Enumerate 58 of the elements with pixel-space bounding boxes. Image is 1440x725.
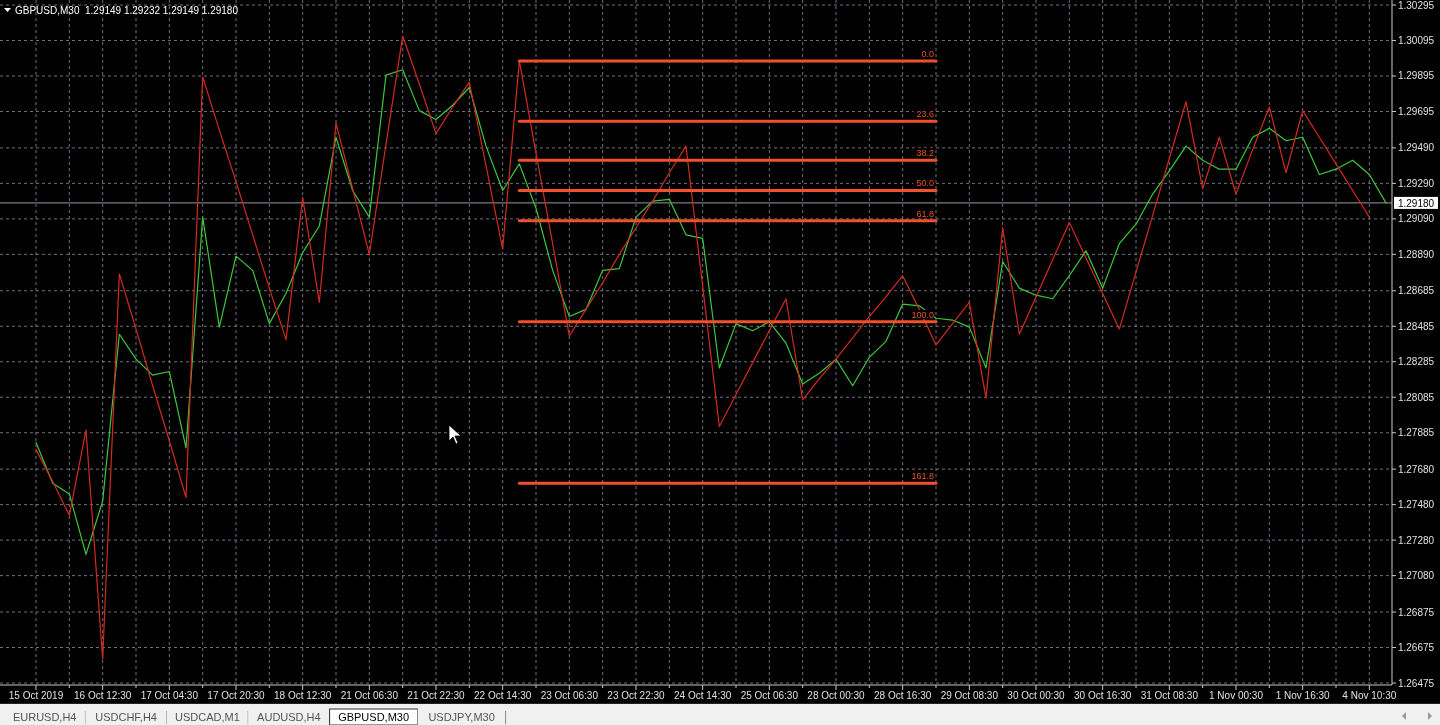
line-series	[35, 69, 1387, 555]
x-tick-label: 24 Oct 14:30	[674, 690, 732, 701]
chart-title: GBPUSD,M30 1.29149 1.29232 1.29149 1.29180	[15, 5, 239, 16]
y-tick-label: 1.27885	[1397, 427, 1435, 439]
text: USDCAD,M1	[175, 711, 240, 723]
series-label: 38.2	[916, 148, 934, 159]
text: GBPUSD,M30	[338, 711, 410, 723]
y-tick-label: 1.28085	[1397, 391, 1435, 403]
x-tick-label: 28 Oct 00:30	[807, 690, 866, 701]
text: AUDUSD,H4	[257, 711, 321, 723]
line-series	[35, 35, 1370, 660]
y-tick-label: 1.30295	[1397, 0, 1435, 11]
y-tick-label: 1.27480	[1397, 499, 1435, 511]
x-tick-label: 17 Oct 20:30	[207, 690, 266, 701]
series-label: 23.6	[916, 109, 934, 120]
x-tick-label: 1 Nov 00:30	[1209, 690, 1264, 701]
y-tick-label: 1.29090	[1397, 213, 1435, 225]
x-tick-label: 4 Nov 10:30	[1342, 690, 1397, 701]
series-label: 0.0	[921, 48, 934, 59]
x-tick-label: 21 Oct 06:30	[340, 690, 399, 701]
y-tick-label: 1.29695	[1397, 105, 1435, 117]
series-label: 61.8	[916, 208, 934, 219]
y-tick-label: 1.26475	[1397, 677, 1435, 689]
x-tick-label: 17 Oct 04:30	[140, 690, 199, 701]
text: USDCHF,H4	[95, 711, 157, 723]
y-tick-label: 1.27080	[1397, 570, 1435, 582]
x-tick-label: 29 Oct 08:30	[940, 690, 999, 701]
x-tick-label: 18 Oct 12:30	[274, 690, 332, 701]
x-tick-label: 30 Oct 00:30	[1007, 690, 1066, 701]
y-tick-label: 1.27680	[1397, 463, 1435, 475]
x-tick-label: 25 Oct 06:30	[740, 690, 799, 701]
y-tick-label: 1.27280	[1397, 534, 1435, 546]
x-tick-label: 23 Oct 06:30	[540, 690, 599, 701]
series-label: 161.8	[911, 471, 934, 482]
x-tick-label: 28 Oct 16:30	[874, 690, 932, 701]
ref-line-label: 1.29180	[1397, 197, 1435, 209]
x-tick-label: 31 Oct 08:30	[1140, 690, 1199, 701]
y-tick-label: 1.28485	[1397, 320, 1435, 332]
y-tick-label: 1.26875	[1397, 606, 1435, 618]
x-tick-label: 16 Oct 12:30	[74, 690, 132, 701]
x-tick-label: 1 Nov 16:30	[1275, 690, 1331, 701]
series-label: 100.0	[911, 309, 934, 320]
x-tick-label: 22 Oct 14:30	[474, 690, 532, 701]
y-tick-label: 1.28890	[1397, 248, 1435, 260]
x-tick-label: 21 Oct 22:30	[407, 690, 466, 701]
x-tick-label: 30 Oct 16:30	[1074, 690, 1132, 701]
x-tick-label: 15 Oct 2019	[8, 690, 64, 701]
y-tick-label: 1.29895	[1397, 70, 1435, 82]
x-tick-label: 23 Oct 22:30	[607, 690, 666, 701]
y-tick-label: 1.26675	[1397, 642, 1435, 653]
y-tick-label: 1.28685	[1397, 285, 1435, 297]
y-tick-label: 1.29490	[1397, 142, 1435, 154]
text: USDJPY,M30	[428, 711, 495, 723]
y-tick-label: 1.28285	[1397, 356, 1435, 368]
y-tick-label: 1.29290	[1397, 177, 1435, 189]
text: EURUSD,H4	[12, 711, 77, 723]
y-tick-label: 1.30095	[1397, 35, 1435, 46]
series-label: 50.0	[916, 178, 934, 189]
